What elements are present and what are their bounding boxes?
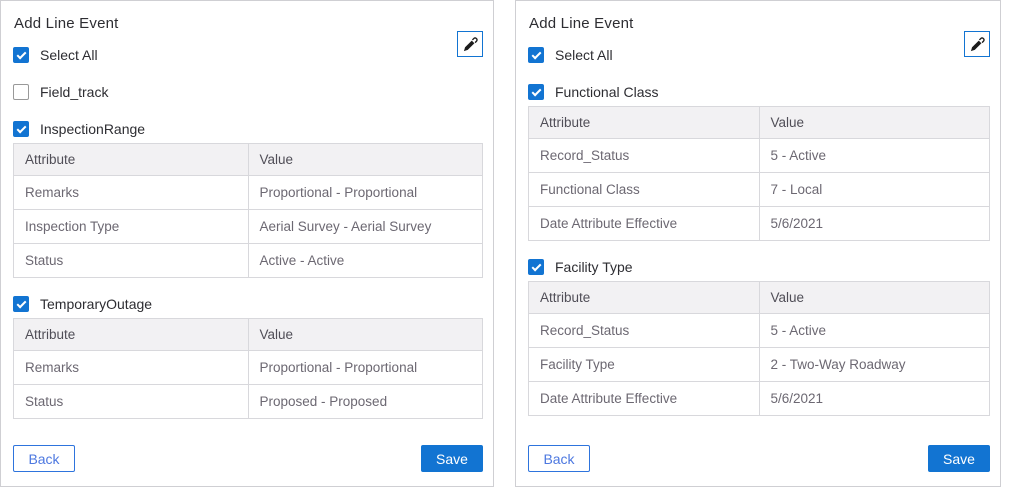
attribute-table: Attribute Value Remarks Proportional - P… <box>13 318 483 419</box>
table-header-row: Attribute Value <box>13 318 483 351</box>
attribute-column-header: Attribute <box>528 281 760 314</box>
check-icon <box>531 261 541 271</box>
table-header-row: Attribute Value <box>528 281 990 314</box>
select-all-row: Select All <box>528 47 990 63</box>
check-icon <box>531 86 541 96</box>
attribute-cell: Status <box>13 384 249 419</box>
value-column-header: Value <box>758 281 990 314</box>
select-all-label: Select All <box>40 47 98 63</box>
table-row: Status Active - Active <box>13 243 483 278</box>
check-icon <box>16 298 26 308</box>
line-event-panel-left: Add Line Event Select All Field_track <box>0 0 494 487</box>
value-cell: 5/6/2021 <box>758 381 990 416</box>
eyedropper-button[interactable] <box>964 31 990 57</box>
table-header-row: Attribute Value <box>13 143 483 176</box>
checkbox-field-track[interactable] <box>13 84 29 100</box>
check-icon <box>531 49 541 59</box>
attribute-cell: Record_Status <box>528 313 760 348</box>
checkbox-inspectionrange[interactable] <box>13 121 29 137</box>
attribute-cell: Remarks <box>13 175 249 210</box>
page-title: Add Line Event <box>14 15 119 32</box>
save-button[interactable]: Save <box>421 445 483 472</box>
save-button[interactable]: Save <box>928 445 990 472</box>
page-title: Add Line Event <box>529 15 634 32</box>
value-column-header: Value <box>758 106 990 139</box>
value-cell: Aerial Survey - Aerial Survey <box>247 209 483 244</box>
back-button[interactable]: Back <box>528 445 590 472</box>
value-column-header: Value <box>247 143 483 176</box>
attribute-cell: Date Attribute Effective <box>528 206 760 241</box>
check-icon <box>16 49 26 59</box>
layer-label: TemporaryOutage <box>40 296 153 312</box>
layer-group-field-track: Field_track <box>13 84 483 121</box>
select-all-checkbox[interactable] <box>528 47 544 63</box>
check-icon <box>16 123 26 133</box>
select-all-checkbox[interactable] <box>13 47 29 63</box>
attribute-column-header: Attribute <box>13 318 249 351</box>
value-cell: Proportional - Proportional <box>247 175 483 210</box>
layer-row: InspectionRange <box>13 121 483 137</box>
panel-footer: Back Save <box>528 445 990 474</box>
attribute-cell: Inspection Type <box>13 209 249 244</box>
layer-group-inspectionrange: InspectionRange Attribute Value Remarks … <box>13 121 483 296</box>
panel-footer: Back Save <box>13 445 483 474</box>
value-cell: Proportional - Proportional <box>247 350 483 385</box>
back-button[interactable]: Back <box>13 445 75 472</box>
attribute-cell: Status <box>13 243 249 278</box>
table-header-row: Attribute Value <box>528 106 990 139</box>
table-row: Remarks Proportional - Proportional <box>13 175 483 210</box>
table-row: Date Attribute Effective 5/6/2021 <box>528 381 990 416</box>
checkbox-functional-class[interactable] <box>528 84 544 100</box>
layer-group-facility-type: Facility Type Attribute Value Record_Sta… <box>528 259 990 434</box>
layer-group-temporaryoutage: TemporaryOutage Attribute Value Remarks … <box>13 296 483 437</box>
attribute-table: Attribute Value Remarks Proportional - P… <box>13 143 483 278</box>
table-row: Date Attribute Effective 5/6/2021 <box>528 206 990 241</box>
layer-row: Field_track <box>13 84 483 100</box>
table-row: Record_Status 5 - Active <box>528 138 990 173</box>
value-cell: 5 - Active <box>758 313 990 348</box>
eyedropper-icon <box>463 36 478 51</box>
layer-label: InspectionRange <box>40 121 146 137</box>
attribute-table: Attribute Value Record_Status 5 - Active… <box>528 106 990 241</box>
select-all-row: Select All <box>13 47 483 63</box>
value-cell: 7 - Local <box>758 172 990 207</box>
layer-label: Functional Class <box>555 84 659 100</box>
table-row: Record_Status 5 - Active <box>528 313 990 348</box>
attribute-cell: Remarks <box>13 350 249 385</box>
attribute-column-header: Attribute <box>13 143 249 176</box>
value-cell: 5/6/2021 <box>758 206 990 241</box>
table-row: Remarks Proportional - Proportional <box>13 350 483 385</box>
select-all-label: Select All <box>555 47 613 63</box>
table-row: Functional Class 7 - Local <box>528 172 990 207</box>
table-row: Status Proposed - Proposed <box>13 384 483 419</box>
layer-row: TemporaryOutage <box>13 296 483 312</box>
checkbox-temporaryoutage[interactable] <box>13 296 29 312</box>
layer-row: Functional Class <box>528 84 990 100</box>
checkbox-facility-type[interactable] <box>528 259 544 275</box>
table-row: Inspection Type Aerial Survey - Aerial S… <box>13 209 483 244</box>
attribute-table: Attribute Value Record_Status 5 - Active… <box>528 281 990 416</box>
attribute-cell: Date Attribute Effective <box>528 381 760 416</box>
layer-row: Facility Type <box>528 259 990 275</box>
table-row: Facility Type 2 - Two-Way Roadway <box>528 347 990 382</box>
value-cell: 5 - Active <box>758 138 990 173</box>
attribute-column-header: Attribute <box>528 106 760 139</box>
line-event-panel-right: Add Line Event Select All Functional Cla… <box>515 0 1001 487</box>
value-cell: Proposed - Proposed <box>247 384 483 419</box>
eyedropper-button[interactable] <box>457 31 483 57</box>
value-cell: Active - Active <box>247 243 483 278</box>
attribute-cell: Facility Type <box>528 347 760 382</box>
value-cell: 2 - Two-Way Roadway <box>758 347 990 382</box>
value-column-header: Value <box>247 318 483 351</box>
attribute-cell: Functional Class <box>528 172 760 207</box>
layer-label: Field_track <box>40 84 109 100</box>
eyedropper-icon <box>970 36 985 51</box>
layer-label: Facility Type <box>555 259 633 275</box>
attribute-cell: Record_Status <box>528 138 760 173</box>
layer-group-functional-class: Functional Class Attribute Value Record_… <box>528 84 990 259</box>
